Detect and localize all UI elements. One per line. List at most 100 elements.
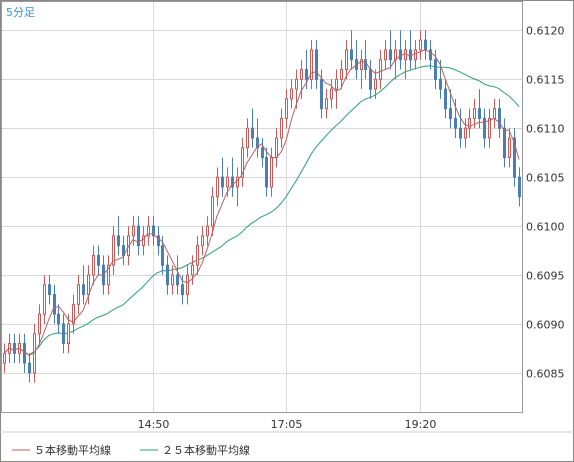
candle xyxy=(335,69,338,109)
candle xyxy=(285,89,288,129)
candle-body-up xyxy=(3,352,6,364)
candle-body-up xyxy=(275,137,278,159)
candle xyxy=(473,98,476,129)
candle-body-up xyxy=(186,274,189,296)
candle-body-down xyxy=(57,313,60,325)
legend-ma5-label: ５本移動平均線 xyxy=(34,443,111,457)
candle xyxy=(374,69,377,99)
candle-body-down xyxy=(161,245,164,266)
candle xyxy=(513,128,516,187)
candle-body-up xyxy=(191,264,194,276)
candle-body-down xyxy=(97,254,100,266)
candle xyxy=(483,108,486,148)
candle-body-down xyxy=(503,127,506,159)
candle xyxy=(464,118,467,148)
candle-body-down xyxy=(439,78,442,90)
candle xyxy=(256,118,259,158)
candle-body-up xyxy=(285,98,288,119)
candle xyxy=(236,167,239,207)
candle-body-up xyxy=(171,274,174,286)
candle xyxy=(112,226,115,275)
candle-body-up xyxy=(360,59,363,71)
candle-body-down xyxy=(429,49,432,61)
candle-body-down xyxy=(157,235,160,247)
x-tick-label: 14:50 xyxy=(138,418,170,431)
candle-body-up xyxy=(72,303,75,325)
candle-body-up xyxy=(147,225,150,237)
candle-body-down xyxy=(389,49,392,61)
candle xyxy=(295,69,298,109)
candle xyxy=(191,255,194,285)
candle-body-up xyxy=(473,108,476,119)
candle-body-down xyxy=(369,69,372,90)
candle-body-down xyxy=(513,137,516,178)
x-axis-ticks: 14:50 17:05 19:20 xyxy=(138,418,437,431)
candle xyxy=(196,235,199,275)
candle xyxy=(186,265,189,305)
candle xyxy=(23,333,26,373)
candle xyxy=(62,314,65,354)
candle xyxy=(449,89,452,129)
candle xyxy=(468,108,471,138)
candle-body-down xyxy=(53,294,56,315)
candle xyxy=(48,275,51,305)
candle xyxy=(429,40,432,70)
candle-body-down xyxy=(454,117,457,129)
candle-body-up xyxy=(206,225,209,237)
y-tick-label: 0.6105 xyxy=(526,172,565,185)
candle-body-up xyxy=(325,98,328,110)
candle xyxy=(157,226,160,256)
candle-body-down xyxy=(13,343,16,354)
y-tick-label: 0.6085 xyxy=(526,368,565,381)
candle-body-down xyxy=(315,49,318,80)
candle-body-up xyxy=(226,176,229,188)
candle xyxy=(384,40,387,70)
candle xyxy=(444,79,447,119)
candle-body-up xyxy=(201,235,204,247)
y-tick-label: 0.6095 xyxy=(526,270,565,283)
candle xyxy=(364,40,367,80)
candle-body-down xyxy=(181,284,184,296)
candle-body-up xyxy=(92,254,95,276)
y-tick-label: 0.6115 xyxy=(526,74,565,87)
y-axis-ticks: 0.6085 0.6090 0.6095 0.6100 0.6105 0.6110 0.61… xyxy=(526,25,565,381)
candle xyxy=(72,294,75,334)
candle xyxy=(389,30,392,70)
candle-body-up xyxy=(374,78,377,90)
candle-body-down xyxy=(364,59,367,71)
candle xyxy=(231,157,234,197)
candle xyxy=(454,98,457,138)
candle xyxy=(265,147,268,197)
candle xyxy=(488,108,491,148)
candle xyxy=(43,275,46,324)
candle-body-up xyxy=(290,88,293,100)
candle-body-up xyxy=(38,313,41,335)
candle-body-down xyxy=(62,323,65,344)
candle xyxy=(478,89,481,129)
candle xyxy=(28,353,31,383)
candle xyxy=(508,128,511,168)
candle-body-up xyxy=(384,49,387,61)
candle-body-up xyxy=(270,157,273,188)
candle xyxy=(13,333,16,364)
candle-body-up xyxy=(142,235,145,247)
candle-body-down xyxy=(166,264,169,286)
candle-body-down xyxy=(305,69,308,80)
candle-body-up xyxy=(394,49,397,61)
candle xyxy=(310,40,313,90)
candle-body-up xyxy=(241,147,244,178)
candle-body-up xyxy=(379,59,382,80)
candle-body-up xyxy=(43,284,46,315)
candle-body-down xyxy=(265,157,268,188)
candle-body-up xyxy=(196,245,199,266)
candle-body-down xyxy=(424,39,427,51)
candle-body-up xyxy=(488,117,491,139)
candle xyxy=(330,79,333,109)
y-tick-label: 0.6110 xyxy=(526,123,565,136)
candle xyxy=(67,314,70,354)
ma25-line xyxy=(3,65,520,356)
candle-body-up xyxy=(211,196,214,227)
candle-body-up xyxy=(107,264,110,286)
